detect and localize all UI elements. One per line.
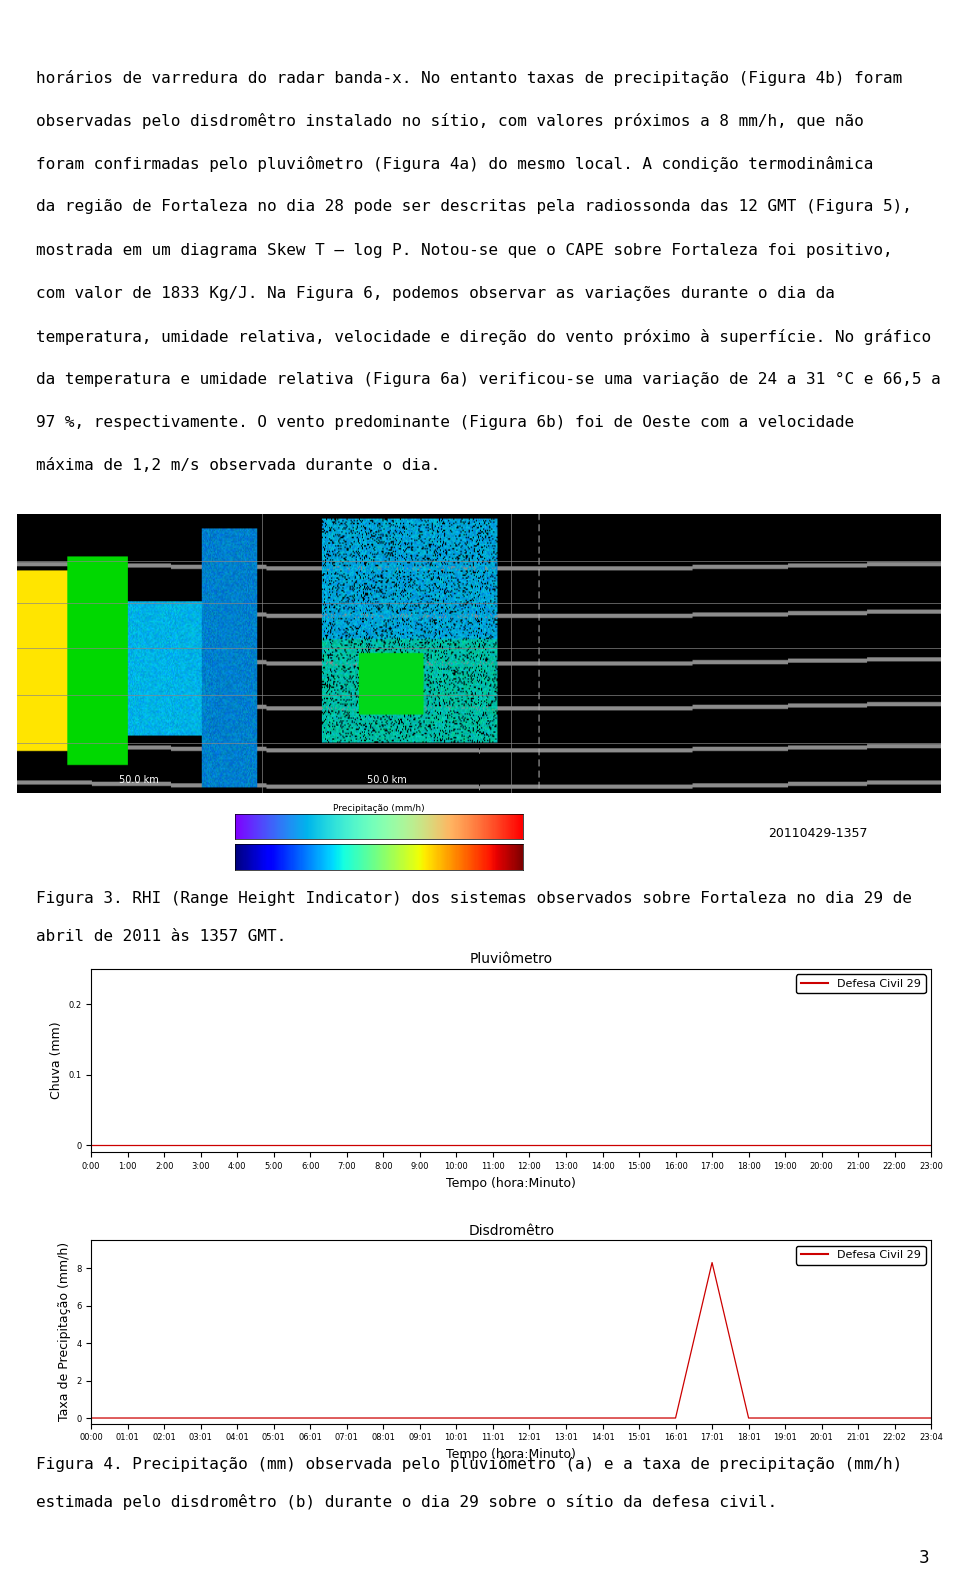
Y-axis label: Taxa de Precipitação (mm/h): Taxa de Precipitação (mm/h) (58, 1242, 70, 1422)
Text: 0 km: 0 km (0, 651, 15, 661)
Text: 12.0 km: 12.0 km (943, 517, 960, 527)
Legend: Defesa Civil 29: Defesa Civil 29 (796, 974, 925, 993)
Text: 12.0 km: 12.0 km (0, 517, 15, 527)
Text: com valor de 1833 Kg/J. Na Figura 6, podemos observar as variações durante o dia: com valor de 1833 Kg/J. Na Figura 6, pod… (36, 286, 835, 300)
Text: Figura 4. Precipitação (mm) observada pelo pluviômetro (a) e a taxa de precipita: Figura 4. Precipitação (mm) observada pe… (36, 1456, 902, 1472)
Text: 50.0 km: 50.0 km (119, 774, 159, 785)
Text: abril de 2011 às 1357 GMT.: abril de 2011 às 1357 GMT. (36, 929, 287, 943)
Text: 3: 3 (919, 1550, 929, 1567)
Text: Figura 3. RHI (Range Height Indicator) dos sistemas observados sobre Fortaleza n: Figura 3. RHI (Range Height Indicator) d… (36, 891, 912, 905)
Text: mostrada em um diagrama Skew T – log P. Notou-se que o CAPE sobre Fortaleza foi : mostrada em um diagrama Skew T – log P. … (36, 243, 893, 257)
Text: 10.0 km: 10.0 km (943, 562, 960, 571)
Text: máxima de 1,2 m/s observada durante o dia.: máxima de 1,2 m/s observada durante o di… (36, 458, 441, 472)
Text: 50.0 km: 50.0 km (367, 774, 407, 785)
Text: 10.5 km: 10.5 km (0, 562, 15, 571)
Text: temperatura, umidade relativa, velocidade e direção do vento próximo à superfíci: temperatura, umidade relativa, velocidad… (36, 329, 931, 345)
Text: 2.0 km: 2.0 km (943, 741, 960, 750)
Text: 10 m: 10 m (0, 606, 15, 616)
Text: da temperatura e umidade relativa (Figura 6a) verificou-se uma variação de 24 a : da temperatura e umidade relativa (Figur… (36, 372, 941, 386)
Text: 1 m: 1 m (0, 741, 15, 750)
Text: 4.0 km: 4.0 km (943, 696, 960, 705)
Text: Refletividade (dBZ): Refletividade (dBZ) (335, 859, 423, 868)
Text: 20110429-1357: 20110429-1357 (768, 827, 868, 839)
Text: 0 km: 0 km (0, 696, 15, 705)
Text: 5  10 15 20 25 30 35 40 45 50 55 60 65 70 75: 5 10 15 20 25 30 35 40 45 50 55 60 65 70… (239, 846, 443, 855)
X-axis label: Tempo (hora:Minuto): Tempo (hora:Minuto) (446, 1448, 576, 1460)
Text: foram confirmadas pelo pluviômetro (Figura 4a) do mesmo local. A condição termod: foram confirmadas pelo pluviômetro (Figu… (36, 156, 874, 172)
Title: Pluviômetro: Pluviômetro (469, 953, 553, 966)
X-axis label: Tempo (hora:Minuto): Tempo (hora:Minuto) (446, 1176, 576, 1189)
Text: da região de Fortaleza no dia 28 pode ser descritas pela radiossonda das 12 GMT : da região de Fortaleza no dia 28 pode se… (36, 200, 912, 214)
Text: Precipitação (mm/h): Precipitação (mm/h) (333, 804, 425, 814)
Text: 97 %, respectivamente. O vento predominante (Figura 6b) foi de Oeste com a veloc: 97 %, respectivamente. O vento predomina… (36, 415, 854, 429)
Text: 6.0 km: 6.0 km (943, 651, 960, 661)
Legend: Defesa Civil 29: Defesa Civil 29 (796, 1245, 925, 1264)
Text: estimada pelo disdromêtro (b) durante o dia 29 sobre o sítio da defesa civil.: estimada pelo disdromêtro (b) durante o … (36, 1494, 778, 1510)
Title: Disdromêtro: Disdromêtro (468, 1224, 554, 1237)
Text: 8.0 km: 8.0 km (943, 606, 960, 616)
Y-axis label: Chuva (mm): Chuva (mm) (50, 1021, 62, 1100)
Text: 0.1   1    3  8  25  50  >100: 0.1 1 3 8 25 50 >100 (239, 817, 373, 827)
Text: observadas pelo disdromêtro instalado no sítio, com valores próximos a 8 mm/h, q: observadas pelo disdromêtro instalado no… (36, 113, 864, 129)
Text: horários de varredura do radar banda-x. No entanto taxas de precipitação (Figura: horários de varredura do radar banda-x. … (36, 70, 902, 86)
